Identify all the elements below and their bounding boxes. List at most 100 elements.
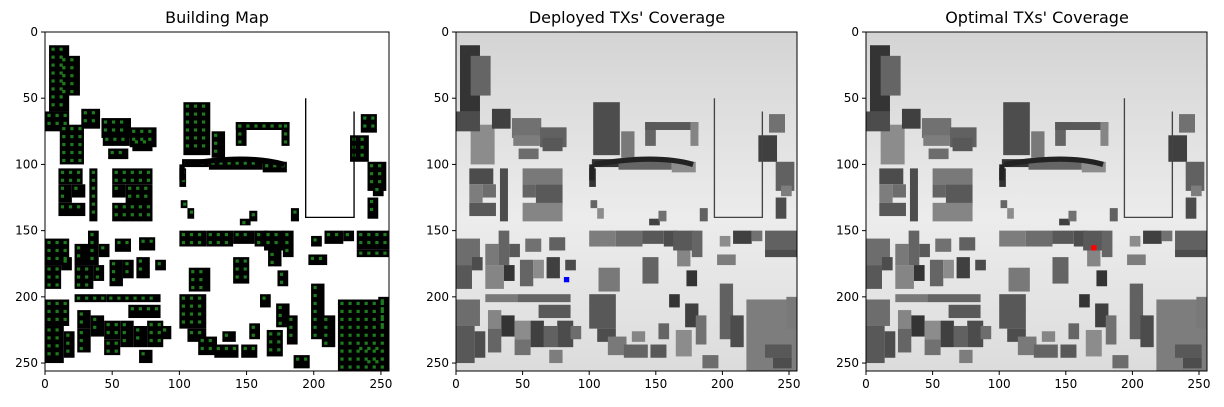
candidate-site [191,270,195,274]
building [1028,159,1082,170]
candidate-site [55,267,59,271]
candidate-site [128,186,132,190]
candidate-site [201,136,206,140]
building [71,184,86,198]
candidate-site [68,178,73,182]
building [1109,208,1118,222]
y-tick-label: 50 [844,91,859,105]
building [114,238,131,252]
candidate-site [270,260,274,265]
candidate-site [183,202,187,206]
candidate-site [380,315,384,319]
open-area-outline [305,98,355,219]
candidate-site [199,285,203,290]
candidate-site [91,170,95,174]
candidate-site [313,317,317,321]
candidate-site [47,317,51,321]
building [959,349,973,364]
candidate-site [193,128,198,132]
building [491,108,511,129]
candidate-site [279,272,284,276]
candidate-site [375,240,379,245]
building [1068,210,1077,222]
building [999,230,1026,247]
candidate-site [141,239,145,243]
candidate-site [122,178,126,182]
building [1175,249,1207,258]
candidate-site [157,331,161,335]
candidate-site [262,124,266,128]
candidate-site [62,150,66,155]
candidate-site [262,296,266,300]
candidate-site [310,256,315,261]
building [765,230,797,250]
building [901,108,921,129]
candidate-site [101,246,105,250]
building [935,238,952,252]
candidate-site [371,116,375,120]
building [892,184,906,198]
building [765,344,792,358]
candidate-site [78,158,82,163]
building [980,325,992,340]
candidate-site [356,309,360,313]
candidate-site [313,333,317,337]
building [469,202,496,217]
candidate-site [185,136,190,140]
candidate-site [380,317,384,321]
candidate-site [68,170,73,174]
building [522,202,563,222]
candidate-site [114,213,118,217]
candidate-site [47,256,51,261]
candidate-site [285,248,289,253]
candidate-site [243,267,247,271]
candidate-site [114,341,118,345]
building [456,325,475,364]
candidate-site [111,262,116,266]
building [1068,323,1080,340]
building [485,294,518,303]
building [880,124,905,165]
candidate-site [372,317,376,321]
y-tick-label: 250 [426,356,449,370]
candidate-site [208,240,212,245]
y-tick-label: 100 [426,157,449,171]
candidate-site [76,267,81,271]
candidate-site [224,240,229,245]
candidate-site [138,267,143,271]
candidate-site [326,233,331,237]
building [474,331,486,358]
building [669,294,680,308]
panel-title: Deployed TXs' Coverage [529,8,725,27]
building [321,315,336,348]
building [649,218,660,226]
candidate-site [197,312,202,316]
candidate-site [189,240,194,245]
building [1055,122,1066,146]
candidate-site [348,317,352,321]
candidate-site [380,325,384,329]
candidate-site [304,357,308,361]
x-tick-label: 150 [235,377,258,391]
candidate-site [189,312,194,316]
candidate-site [70,158,74,163]
candidate-site [216,346,220,351]
candidate-site [251,161,255,165]
building [471,257,483,271]
candidate-site [63,317,67,321]
building [503,265,515,281]
building [923,135,950,146]
candidate-site [90,233,94,237]
building [222,331,236,342]
candidate-site [377,180,382,184]
candidate-site [47,352,51,356]
candidate-site [66,349,70,353]
candidate-site [369,199,374,204]
candidate-site [68,205,73,209]
building [1175,230,1207,250]
candidate-site [128,194,132,198]
building [618,159,672,170]
candidate-site [47,248,51,253]
building [645,122,656,146]
candidate-site [76,170,81,174]
